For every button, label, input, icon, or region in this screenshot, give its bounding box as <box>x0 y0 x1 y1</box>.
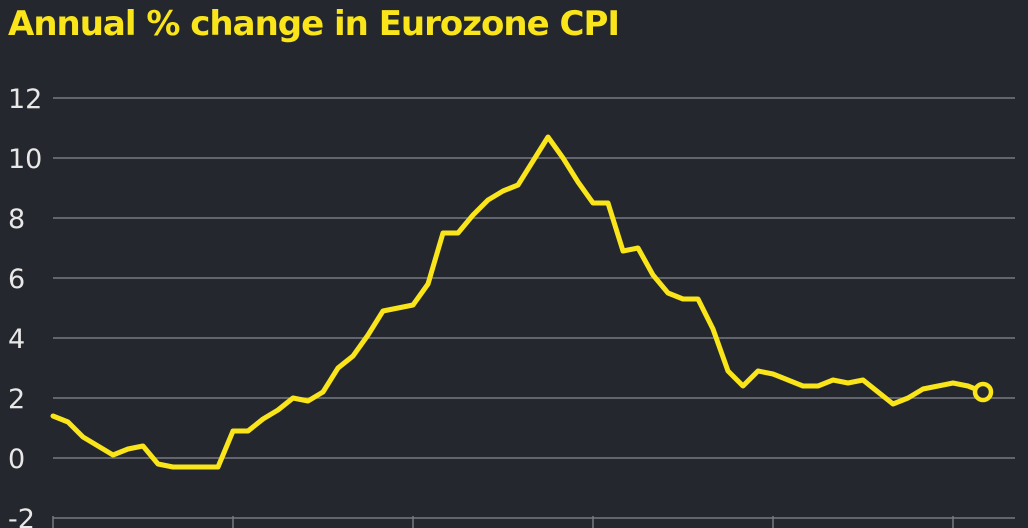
y-tick-label-0: 0 <box>8 444 25 475</box>
y-tick-label-2: 2 <box>8 384 25 415</box>
last-point-marker <box>972 381 994 403</box>
series-line-0 <box>50 134 986 470</box>
y-tick-label-8: 8 <box>8 204 25 235</box>
y-tick-label-12: 12 <box>8 84 42 115</box>
y-tick-label-neg2: -2 <box>8 504 35 528</box>
y-tick-label-10: 10 <box>8 144 42 175</box>
chart-title: Annual % change in Eurozone CPI <box>8 4 620 44</box>
y-tick-label-6: 6 <box>8 264 25 295</box>
y-tick-label-4: 4 <box>8 324 25 355</box>
